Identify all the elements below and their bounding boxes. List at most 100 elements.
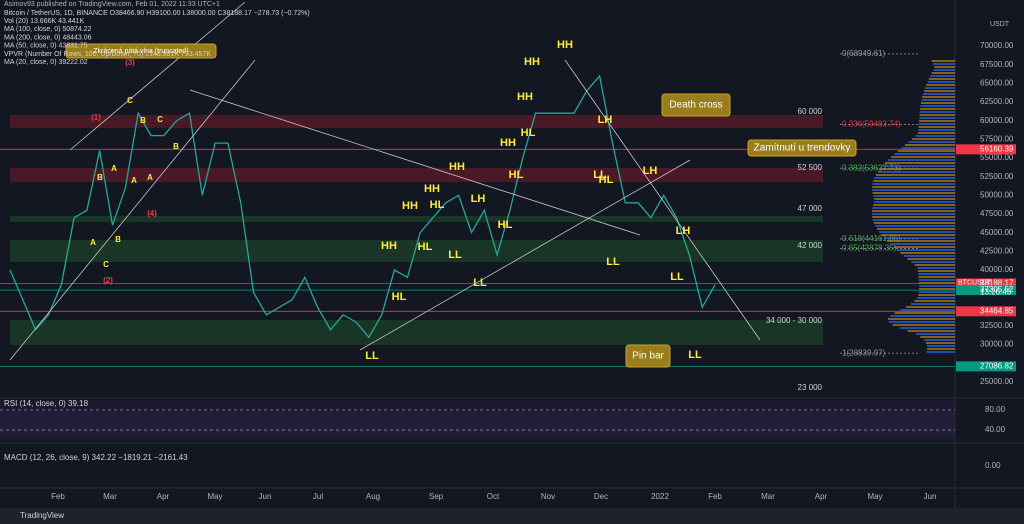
volume-profile-bar: [926, 345, 955, 347]
wave-label: HL: [418, 241, 433, 253]
header-line: MA (20, close, 0) 39222.02: [4, 59, 88, 66]
volume-profile-bar: [872, 216, 955, 218]
price-tag: [956, 278, 1016, 289]
volume-profile-bar: [917, 270, 955, 272]
wave-label: LL: [365, 350, 379, 362]
volume-profile-bar: [874, 201, 955, 203]
time-label: Jun: [259, 492, 272, 501]
wave-label: LL: [670, 271, 684, 283]
price-tag-label: 38188.17: [980, 279, 1014, 288]
volume-profile-bar: [919, 117, 955, 119]
volume-profile-bar: [873, 204, 955, 206]
price-tick-label: 50000.00: [980, 190, 1014, 199]
volume-profile-bar: [917, 267, 955, 269]
volume-profile-bar: [887, 240, 955, 242]
volume-profile-bar: [918, 276, 955, 278]
volume-profile-bar: [916, 297, 955, 299]
annotation: Zkrácená pátá vlna (truncated): [93, 48, 188, 55]
wave-label: C: [103, 260, 109, 269]
fib-label: 1(28839.97): [842, 348, 885, 357]
price-tick-label: 57500.00: [980, 134, 1014, 143]
wave-label: B: [97, 173, 103, 182]
wave-label: LH: [676, 225, 691, 237]
annotation: Death cross: [669, 100, 722, 111]
fib-label: 0.236(59483.74): [842, 120, 901, 129]
volume-profile-bar: [894, 153, 955, 155]
volume-profile-bar: [915, 333, 955, 335]
trendline: [69, 1, 246, 151]
time-label: Oct: [487, 492, 500, 501]
volume-profile-bar: [887, 159, 955, 161]
volume-profile-bar: [888, 321, 955, 323]
level-label: 60 000: [798, 107, 823, 116]
header-line: MA (100, close, 0) 50874.22: [4, 26, 92, 33]
volume-profile-bar: [918, 279, 955, 281]
volume-profile-bar: [910, 303, 955, 305]
volume-profile-bar: [923, 339, 955, 341]
volume-profile-bar: [901, 147, 955, 149]
wave-label: HH: [402, 200, 418, 212]
price-tick-label: 67500.00: [980, 60, 1014, 69]
countdown: 13:26:45: [980, 288, 1012, 297]
header-line: VPVR (Number Of Rows, 100, Up/Down, 70) …: [4, 51, 211, 58]
volume-profile-bar: [872, 219, 955, 221]
fib-label: 0.382(53627.73): [842, 163, 901, 172]
trendline: [564, 59, 761, 341]
volume-profile-bar: [899, 327, 955, 329]
volume-profile-bar: [906, 306, 955, 308]
volume-profile-bar: [926, 351, 955, 353]
volume-profile-bar: [918, 273, 955, 275]
volume-profile-bar: [918, 282, 955, 284]
volume-profile-bar: [920, 336, 955, 338]
wave-label: HL: [509, 169, 524, 181]
wave-label: (4): [147, 209, 157, 218]
volume-profile-bar: [927, 81, 955, 83]
fib-label: 0(68949.61): [842, 49, 885, 58]
volume-profile-bar: [890, 243, 955, 245]
volume-profile-bar: [918, 291, 955, 293]
wave-label: HH: [381, 240, 397, 252]
price-tick-label: 62500.00: [980, 97, 1014, 106]
volume-profile-bar: [919, 288, 955, 290]
volume-profile-bar: [919, 114, 955, 116]
time-label: May: [207, 492, 222, 501]
volume-profile-bar: [934, 66, 955, 68]
zone: [10, 216, 823, 222]
volume-profile-bar: [932, 63, 955, 65]
volume-profile-bar: [871, 210, 955, 212]
wave-label: (3): [125, 58, 135, 67]
wave-label: HL: [430, 199, 445, 211]
price-tag: [956, 144, 1016, 155]
volume-profile-bar: [872, 186, 955, 188]
volume-profile-bar: [877, 171, 955, 173]
fib-label: 0.65(42878.35): [842, 244, 897, 253]
volume-profile-bar: [907, 330, 955, 332]
volume-profile-bar: [919, 120, 955, 122]
volume-profile-bar: [922, 96, 955, 98]
wave-label: (2): [103, 276, 113, 285]
time-label: Nov: [541, 492, 555, 501]
price-tag: [956, 285, 1016, 296]
volume-profile-bar: [912, 138, 955, 140]
volume-profile-bar: [914, 264, 955, 266]
header-line: Vol (20) 13.666K 43.441K: [4, 18, 85, 25]
volume-profile-bar: [875, 225, 955, 227]
price-tag-label: 27086.82: [980, 361, 1014, 370]
wave-label: LL: [448, 249, 462, 261]
volume-profile-bar: [930, 75, 955, 77]
level-label: 52 500: [798, 163, 823, 172]
volume-profile-bar: [882, 165, 955, 167]
time-label: Jul: [313, 492, 323, 501]
trendline: [359, 159, 691, 351]
volume-profile-bar: [885, 162, 955, 164]
macd-tick-label: 0.00: [985, 461, 1001, 470]
volume-profile-bar: [879, 231, 955, 233]
price-tick-label: 70000.00: [980, 41, 1014, 50]
volume-profile-bar: [872, 189, 955, 191]
level-label: 47 000: [798, 204, 823, 213]
wave-label: LH: [598, 114, 613, 126]
header-line: MA (50, close, 0) 43631.75: [4, 43, 88, 50]
macd-title: MACD (12, 26, close, 9) 342.22 −1819.21 …: [4, 453, 188, 462]
annotation: Zamítnutí u trendovky: [754, 143, 851, 154]
volume-profile-bar: [879, 168, 955, 170]
